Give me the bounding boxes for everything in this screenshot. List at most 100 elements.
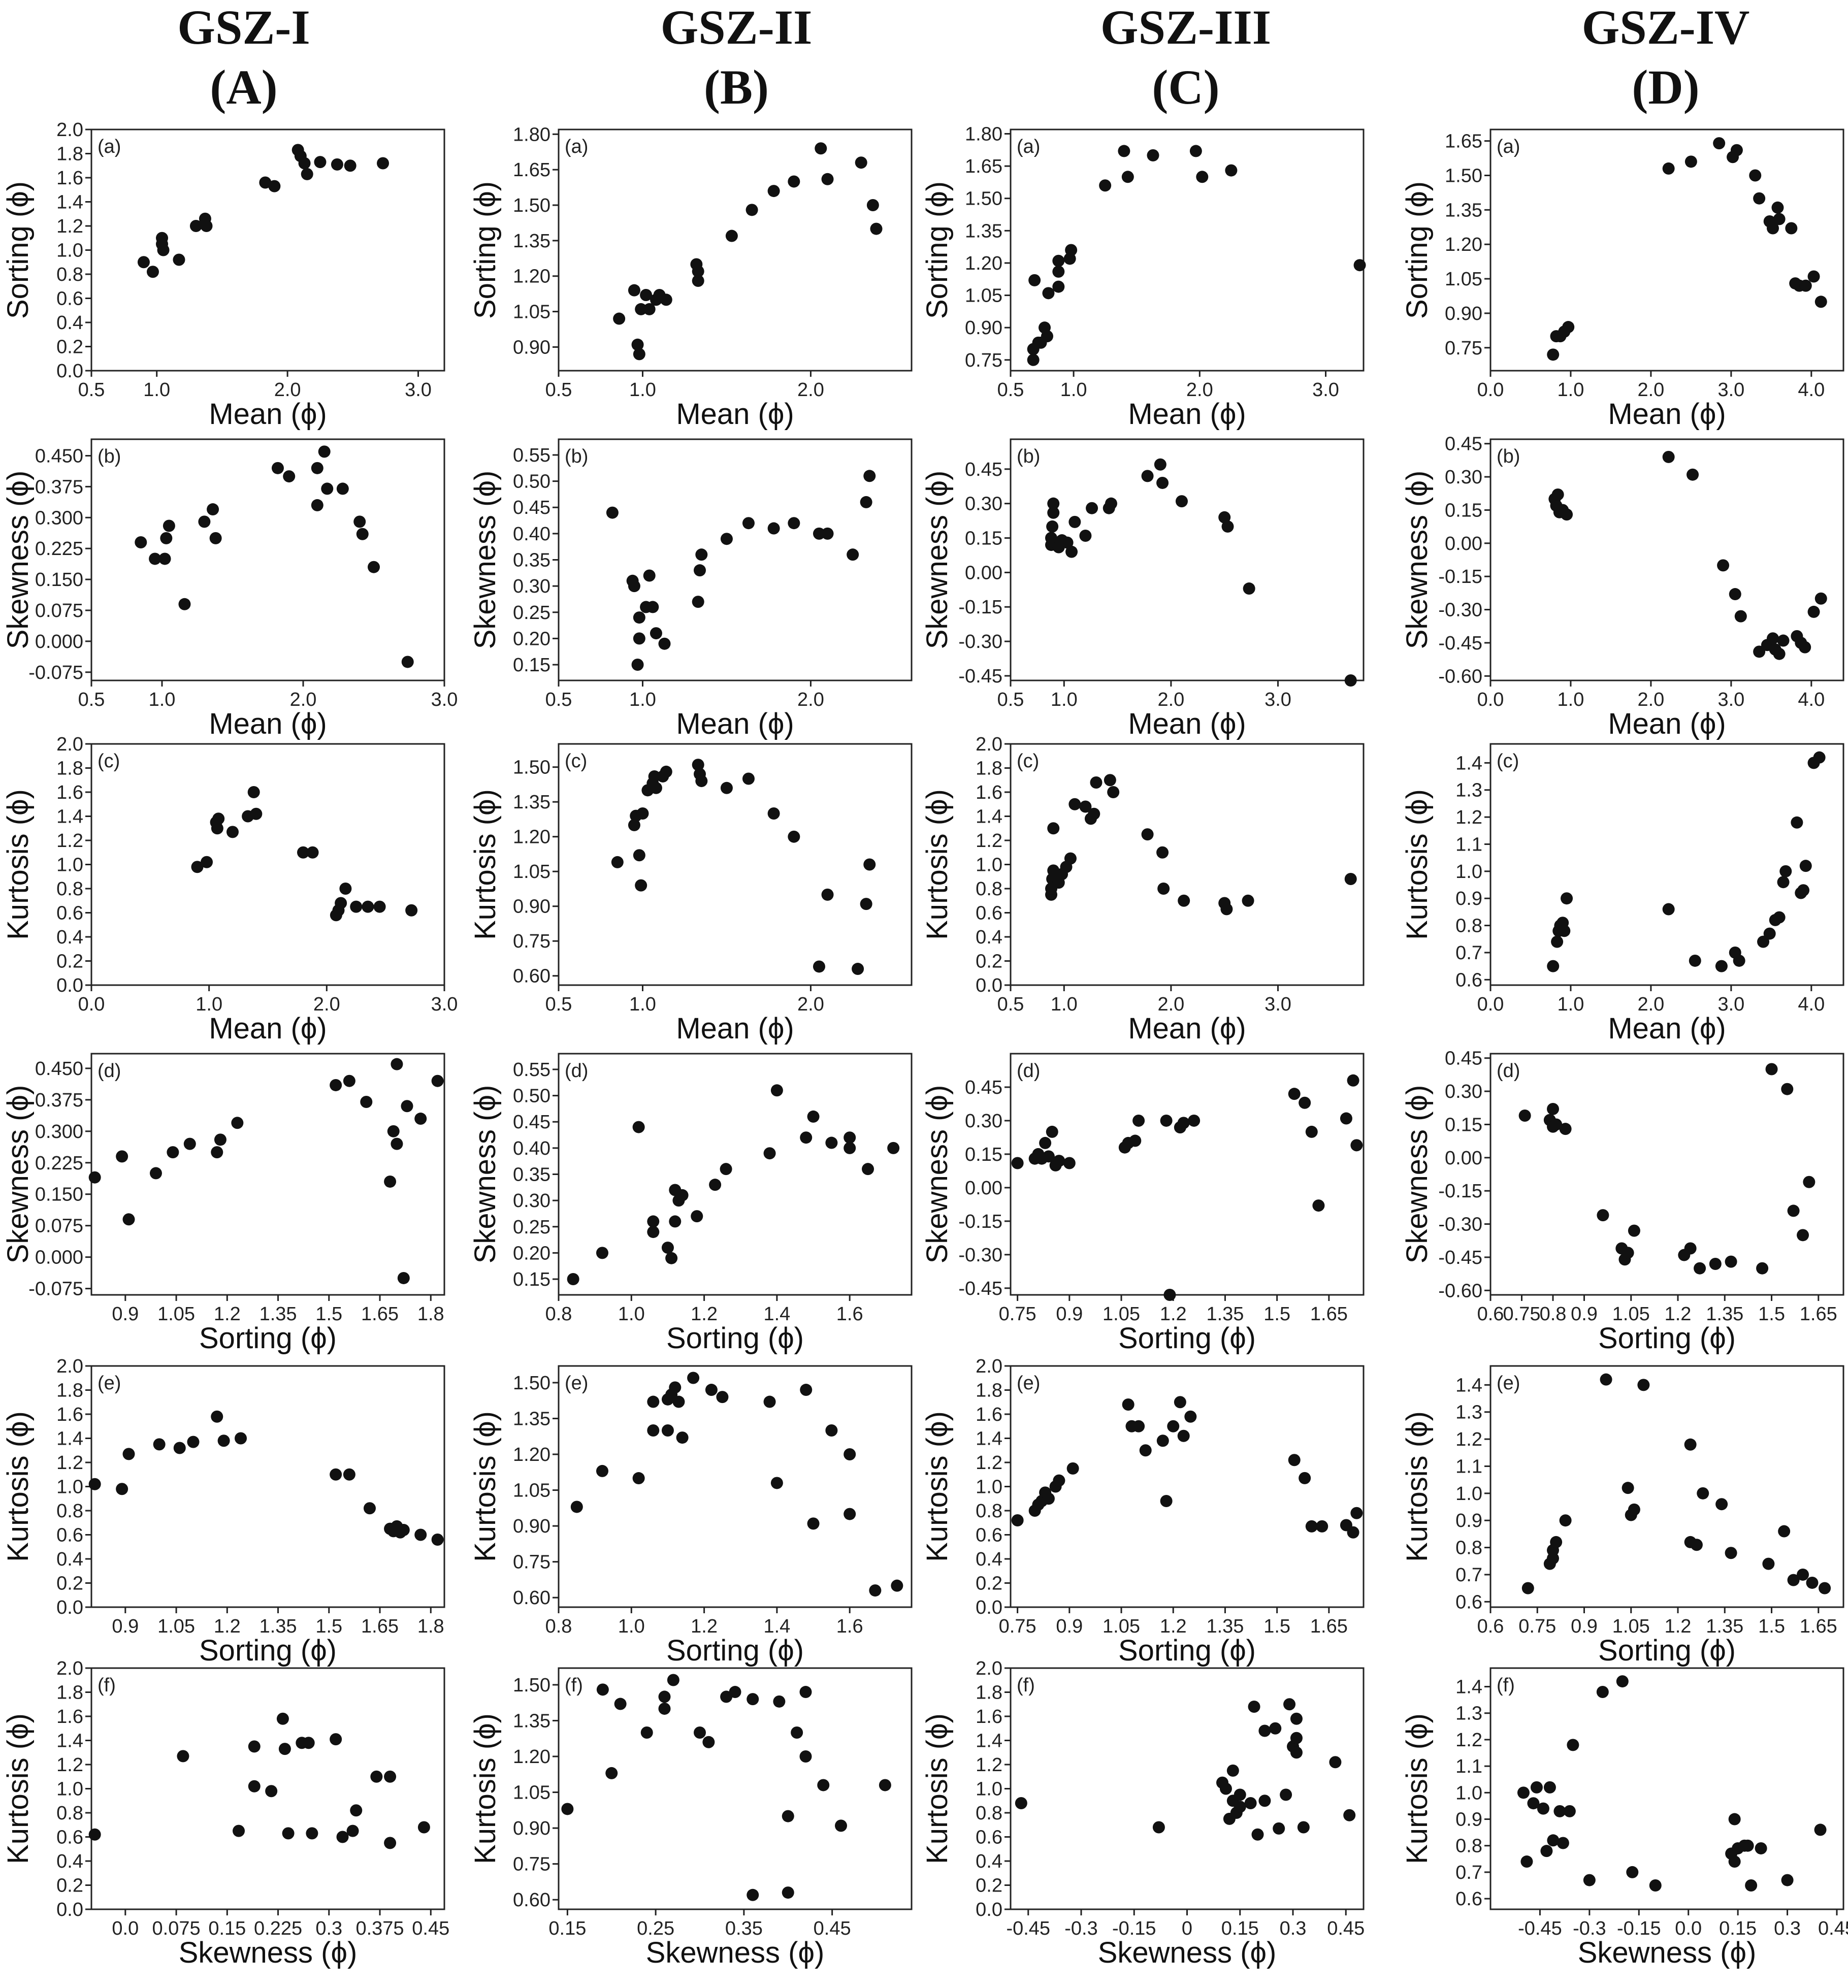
data-point [1219,1782,1232,1795]
data-point [1753,192,1766,205]
x-tick-label: 1.5 [315,1616,342,1637]
data-point [863,858,876,871]
data-point [1258,1724,1271,1737]
data-point [1011,1514,1024,1526]
data-point [1141,828,1154,841]
data-point [1803,1176,1815,1188]
data-point [1299,1096,1311,1109]
data-point [1061,536,1074,549]
data-point [1785,222,1798,235]
data-point [1799,279,1812,292]
y-tick-label: -0.60 [1438,666,1482,687]
y-tick-label: 0.90 [513,1818,550,1839]
x-tick-label: -0.3 [1064,1918,1097,1939]
data-point [633,849,645,862]
y-tick-label: 0.7 [1455,942,1482,964]
data-point [1733,954,1745,967]
data-point [692,596,704,608]
data-point [250,807,263,820]
x-tick-label: 1.2 [691,1616,718,1637]
y-tick-label: 1.65 [513,159,550,181]
y-tick-label: 1.1 [1455,1456,1482,1477]
data-point [782,1810,794,1822]
data-point [1225,164,1238,177]
y-tick-label: 1.35 [1445,200,1482,221]
data-point [1773,647,1786,660]
data-point [200,220,213,232]
data-point [353,515,366,528]
data-point [773,1695,786,1708]
x-tick-label: 2.0 [1637,689,1664,710]
panel-label: (d) [98,1060,121,1082]
data-point [1234,1801,1246,1813]
y-tick-label: 1.0 [56,1477,83,1498]
y-tick-label: 0.00 [965,562,1002,583]
y-tick-label: 1.2 [1455,1429,1482,1450]
data-point [879,1779,891,1791]
data-point [648,770,661,783]
y-tick-label: 0.9 [1455,1510,1482,1531]
data-point [1160,1495,1173,1507]
y-tick-label: 1.6 [976,1706,1002,1728]
y-tick-label: 1.1 [1455,1756,1482,1777]
data-point [1814,296,1827,308]
x-tick-label: 1.05 [1103,1616,1140,1637]
y-tick-label: 0.0 [976,1597,1002,1618]
y-tick-label: 1.3 [1455,1402,1482,1423]
data-point [122,1448,135,1460]
y-tick-label: 1.05 [1445,269,1482,290]
plot-frame [1010,1365,1365,1608]
x-tick-label: 1.5 [1263,1303,1290,1325]
data-point [282,1827,295,1840]
y-tick-label: 1.20 [513,266,550,287]
scatter-panel-C-a: 0.75 0.90 1.05 1.20 1.35 1.50 1.65 1.80 0.5 1.0 2.… [921,123,1366,431]
y-tick-label: 0.15 [965,1144,1002,1165]
data-point [1763,927,1776,940]
y-tick-label: 1.8 [976,758,1002,779]
x-tick-label: 0.9 [1571,1616,1598,1637]
y-tick-label: 0.2 [56,1573,83,1594]
data-point [339,883,352,895]
data-point [1767,632,1779,645]
x-tick-label: 3.0 [431,689,458,710]
x-tick-label: 1.05 [1103,1303,1140,1325]
panel-label: (a) [1017,136,1040,157]
x-axis-label: Mean (ϕ) [1608,707,1726,740]
data-point [1154,458,1166,471]
plot-frame [1489,1667,1844,1910]
data-point [747,1693,759,1706]
data-point [1756,1262,1769,1275]
data-point [1518,1110,1531,1122]
data-point [855,156,867,169]
x-tick-label: 0.75 [1518,1616,1556,1637]
data-point [1540,1845,1553,1857]
data-point [1697,1487,1709,1500]
data-point [384,1770,397,1783]
panel-label: (f) [1017,1675,1035,1696]
data-point [1728,1855,1741,1868]
data-point [1045,532,1058,544]
y-axis-label: Sorting (ϕ) [2,181,35,319]
data-point [1221,520,1234,533]
y-tick-label: -0.30 [1438,600,1482,621]
y-tick-label: 0.35 [513,550,550,571]
plot-frame [558,1053,913,1296]
data-point [391,1137,403,1150]
data-point [233,1824,245,1837]
x-tick-label: 4.0 [1798,379,1825,401]
data-point [1755,1842,1767,1854]
x-tick-label: 1.5 [1758,1616,1785,1637]
data-point [1011,1157,1024,1169]
y-tick-label: 1.4 [56,1731,83,1752]
data-point [1160,1114,1173,1127]
data-point [235,1432,247,1445]
data-point [1350,1139,1363,1152]
data-point [860,898,872,910]
data-point [1248,1701,1260,1713]
y-axis-label: Kurtosis (ϕ) [1401,789,1434,940]
y-tick-label: 0.4 [56,927,83,948]
data-point [1178,894,1190,907]
y-tick-label: 1.0 [1455,861,1482,883]
data-point [1053,1474,1065,1487]
y-tick-label: 1.0 [56,1779,83,1800]
